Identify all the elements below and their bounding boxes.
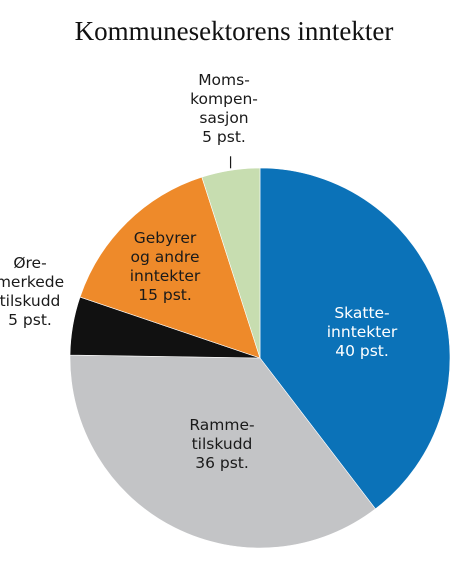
slice-label-line: 5 pst. — [8, 311, 52, 329]
slice-label-line: Øre- — [13, 254, 46, 272]
slice-label-ramme: Ramme-tilskudd 36 pst. — [189, 416, 254, 472]
slice-label-line: og andre — [131, 248, 200, 266]
slice-label-line: 36 pst. — [195, 454, 249, 472]
pie-slice-gebyrer — [79, 176, 261, 359]
slice-label-line: Ramme- — [189, 416, 254, 434]
slice-label-gebyrer: Gebyrer og andre inntekter 15 pst. — [130, 229, 201, 304]
slice-label-line: merkede — [0, 273, 64, 291]
pie-slice-ramme — [69, 354, 376, 549]
chart-title: Kommunesektorens inntekter — [75, 16, 394, 46]
slice-label-line: Moms- — [198, 71, 250, 89]
pie-slice-skatt — [259, 167, 450, 510]
slice-label-line: inntekter — [130, 267, 201, 285]
slice-label-line: 15 pst. — [138, 286, 192, 304]
slice-labels: Skatte-inntekter 40 pst.Ramme-tilskudd 36 … — [0, 71, 398, 472]
slice-label-skatt: Skatte-inntekter 40 pst. — [327, 304, 398, 360]
pie-slices — [69, 167, 450, 549]
slice-label-line: tilskudd — [0, 292, 60, 310]
pie-slice-moms — [201, 167, 261, 359]
slice-label-line: 5 pst. — [202, 128, 246, 146]
slice-label-line: inntekter — [327, 323, 398, 341]
slice-label-oremerkede: Øre-merkede tilskudd 5 pst. — [0, 254, 64, 329]
slice-label-line: sasjon — [199, 109, 248, 127]
slice-label-line: Skatte- — [334, 304, 389, 322]
slice-label-line: kompen- — [190, 90, 258, 108]
slice-label-moms: Moms-kompen-sasjon 5 pst. — [190, 71, 258, 146]
slice-label-line: 40 pst. — [335, 342, 389, 360]
slice-label-line: tilskudd — [192, 435, 253, 453]
slice-label-line: Gebyrer — [134, 229, 197, 247]
